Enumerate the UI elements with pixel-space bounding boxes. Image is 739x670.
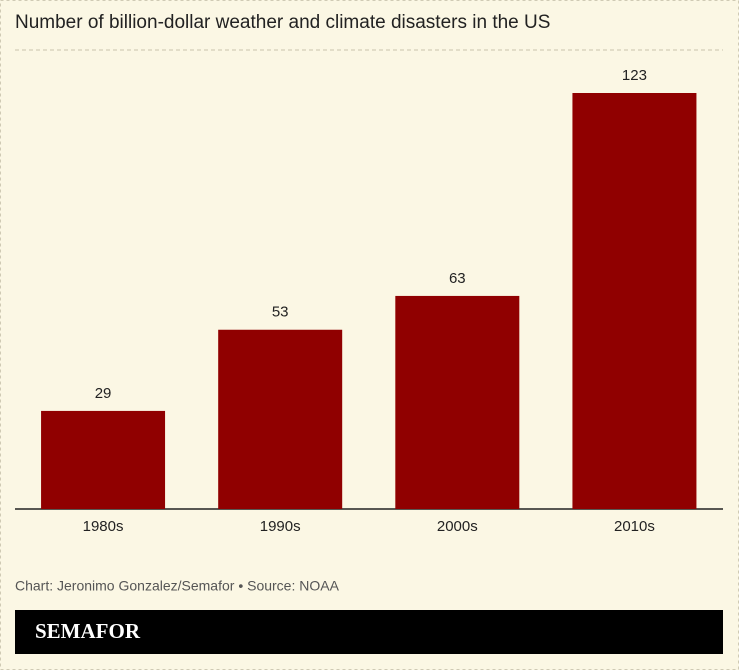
x-tick-label: 1980s	[83, 518, 124, 535]
bar	[41, 410, 166, 509]
brand: SEMAFOR	[35, 619, 141, 643]
bar	[218, 329, 343, 509]
value-label: 53	[272, 304, 289, 321]
value-label: 123	[622, 67, 647, 84]
source: Chart: Jeronimo Gonzalez/Semafor • Sourc…	[15, 578, 340, 594]
x-tick-label: 2000s	[437, 518, 478, 535]
x-tick-label: 2010s	[614, 518, 655, 535]
chart-title: Number of billion-dollar weather and cli…	[15, 12, 550, 33]
bar	[572, 93, 697, 509]
x-tick-label: 1990s	[260, 518, 301, 535]
value-label: 29	[95, 385, 112, 402]
footer-bar	[15, 610, 723, 654]
bar	[395, 295, 520, 509]
value-label: 63	[449, 270, 466, 287]
